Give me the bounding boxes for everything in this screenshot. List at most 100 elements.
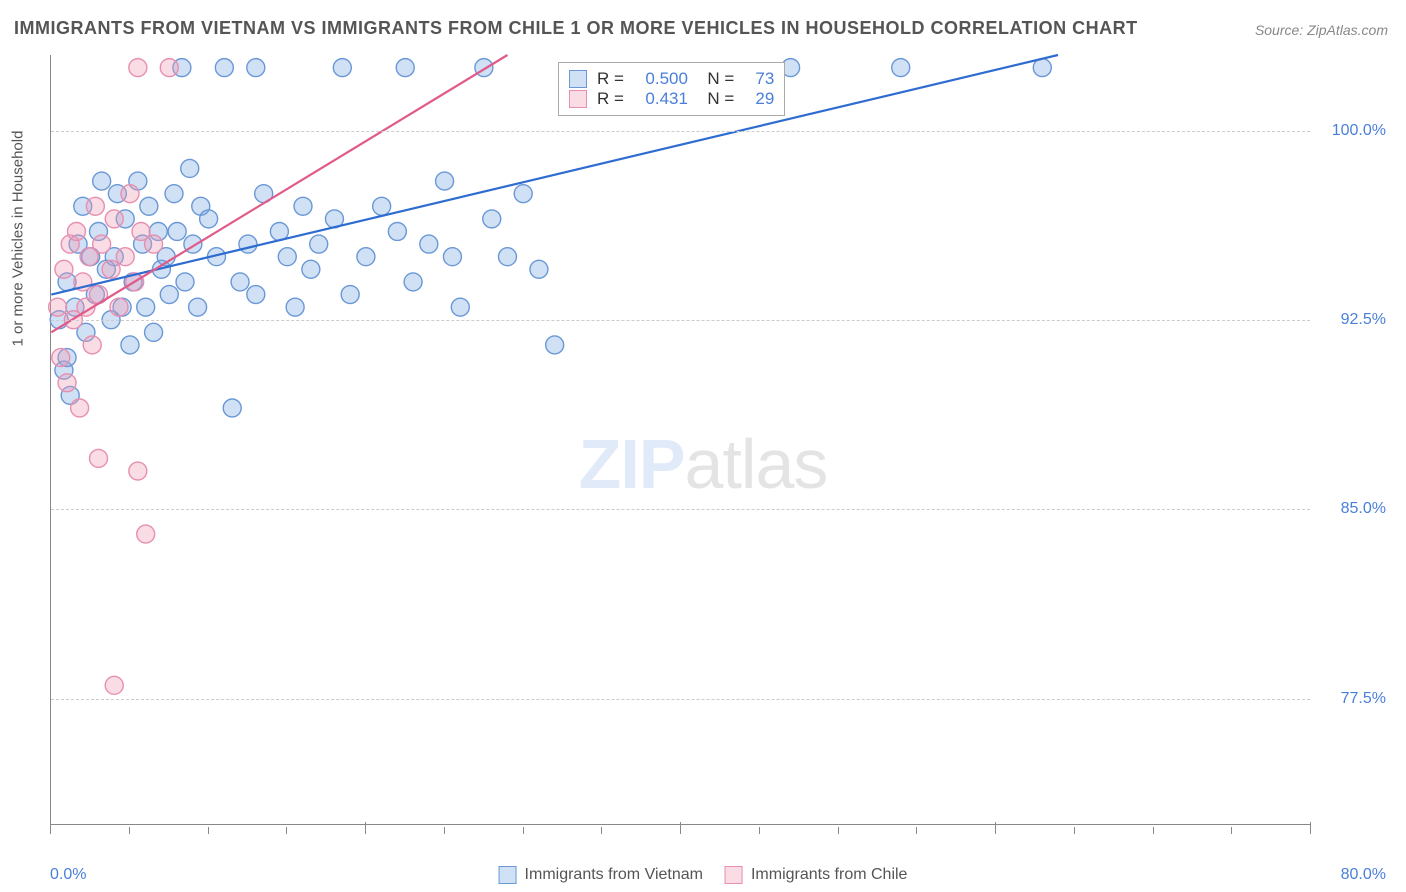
scatter-point bbox=[443, 248, 461, 266]
footer-legend-item-chile: Immigrants from Chile bbox=[725, 866, 907, 884]
stats-r-label: R = bbox=[597, 69, 624, 89]
scatter-point bbox=[110, 298, 128, 316]
scatter-point bbox=[200, 210, 218, 228]
x-tick-major bbox=[995, 822, 996, 834]
scatter-point bbox=[145, 323, 163, 341]
scatter-point bbox=[310, 235, 328, 253]
stats-n-label-2: N = bbox=[698, 89, 734, 109]
scatter-point bbox=[137, 298, 155, 316]
scatter-point bbox=[93, 235, 111, 253]
scatter-point bbox=[357, 248, 375, 266]
footer-label-vietnam: Immigrants from Vietnam bbox=[525, 866, 703, 884]
scatter-point bbox=[373, 197, 391, 215]
x-tick-label-min: 0.0% bbox=[50, 866, 86, 884]
scatter-point bbox=[181, 159, 199, 177]
scatter-point bbox=[530, 260, 548, 278]
scatter-point bbox=[67, 223, 85, 241]
stats-n-value-vietnam: 73 bbox=[744, 69, 774, 89]
scatter-point bbox=[168, 223, 186, 241]
x-tick-minor bbox=[759, 827, 760, 834]
scatter-point bbox=[176, 273, 194, 291]
scatter-point bbox=[93, 172, 111, 190]
x-tick-minor bbox=[523, 827, 524, 834]
chart-source: Source: ZipAtlas.com bbox=[1255, 22, 1388, 38]
x-tick-minor bbox=[129, 827, 130, 834]
source-prefix: Source: bbox=[1255, 22, 1307, 38]
grid-line bbox=[51, 509, 1310, 510]
x-tick-minor bbox=[286, 827, 287, 834]
x-tick-minor bbox=[916, 827, 917, 834]
scatter-point bbox=[49, 298, 67, 316]
scatter-plot-svg bbox=[51, 55, 1310, 824]
scatter-point bbox=[247, 286, 265, 304]
x-tick-major bbox=[680, 822, 681, 834]
scatter-point bbox=[83, 336, 101, 354]
scatter-point bbox=[160, 59, 178, 77]
x-tick-minor bbox=[1153, 827, 1154, 834]
scatter-point bbox=[892, 59, 910, 77]
chart-title: IMMIGRANTS FROM VIETNAM VS IMMIGRANTS FR… bbox=[14, 18, 1138, 39]
y-tick-label: 92.5% bbox=[1341, 311, 1386, 329]
scatter-point bbox=[105, 676, 123, 694]
chart-container: IMMIGRANTS FROM VIETNAM VS IMMIGRANTS FR… bbox=[0, 0, 1406, 892]
stats-legend-box: R = 0.500 N = 73 R = 0.431 N = 29 bbox=[558, 62, 785, 116]
footer-legend: Immigrants from Vietnam Immigrants from … bbox=[499, 866, 908, 884]
scatter-point bbox=[105, 210, 123, 228]
scatter-point bbox=[121, 336, 139, 354]
stats-legend-row-chile: R = 0.431 N = 29 bbox=[569, 89, 774, 109]
x-tick-minor bbox=[1231, 827, 1232, 834]
trend-line bbox=[51, 55, 1058, 295]
stats-legend-row-vietnam: R = 0.500 N = 73 bbox=[569, 69, 774, 89]
x-tick-minor bbox=[838, 827, 839, 834]
footer-label-chile: Immigrants from Chile bbox=[751, 866, 907, 884]
scatter-point bbox=[239, 235, 257, 253]
scatter-point bbox=[140, 197, 158, 215]
footer-swatch-chile bbox=[725, 866, 743, 884]
scatter-point bbox=[247, 59, 265, 77]
scatter-point bbox=[286, 298, 304, 316]
scatter-point bbox=[420, 235, 438, 253]
scatter-point bbox=[129, 462, 147, 480]
scatter-point bbox=[294, 197, 312, 215]
scatter-point bbox=[52, 349, 70, 367]
scatter-point bbox=[165, 185, 183, 203]
x-tick-minor bbox=[1074, 827, 1075, 834]
scatter-point bbox=[189, 298, 207, 316]
scatter-point bbox=[483, 210, 501, 228]
y-tick-label: 85.0% bbox=[1341, 500, 1386, 518]
scatter-point bbox=[145, 235, 163, 253]
stats-r-value-chile: 0.431 bbox=[634, 89, 688, 109]
scatter-point bbox=[404, 273, 422, 291]
stats-n-label: N = bbox=[698, 69, 734, 89]
scatter-point bbox=[137, 525, 155, 543]
stats-swatch-vietnam bbox=[569, 70, 587, 88]
plot-area bbox=[50, 55, 1310, 825]
scatter-point bbox=[121, 185, 139, 203]
y-tick-label: 77.5% bbox=[1341, 690, 1386, 708]
scatter-point bbox=[102, 260, 120, 278]
scatter-point bbox=[231, 273, 249, 291]
x-tick-minor bbox=[208, 827, 209, 834]
x-tick-minor bbox=[444, 827, 445, 834]
x-tick-major bbox=[365, 822, 366, 834]
scatter-point bbox=[86, 197, 104, 215]
scatter-point bbox=[55, 260, 73, 278]
scatter-point bbox=[116, 248, 134, 266]
scatter-point bbox=[90, 449, 108, 467]
stats-r-value-vietnam: 0.500 bbox=[634, 69, 688, 89]
x-tick-major bbox=[1310, 822, 1311, 834]
scatter-point bbox=[58, 374, 76, 392]
scatter-point bbox=[71, 399, 89, 417]
scatter-point bbox=[278, 248, 296, 266]
scatter-point bbox=[436, 172, 454, 190]
x-tick-label-max: 80.0% bbox=[1341, 866, 1386, 884]
scatter-point bbox=[129, 59, 147, 77]
scatter-point bbox=[546, 336, 564, 354]
scatter-point bbox=[333, 59, 351, 77]
scatter-point bbox=[451, 298, 469, 316]
stats-n-value-chile: 29 bbox=[744, 89, 774, 109]
source-name: ZipAtlas.com bbox=[1307, 22, 1388, 38]
scatter-point bbox=[215, 59, 233, 77]
scatter-point bbox=[302, 260, 320, 278]
stats-r-label-2: R = bbox=[597, 89, 624, 109]
